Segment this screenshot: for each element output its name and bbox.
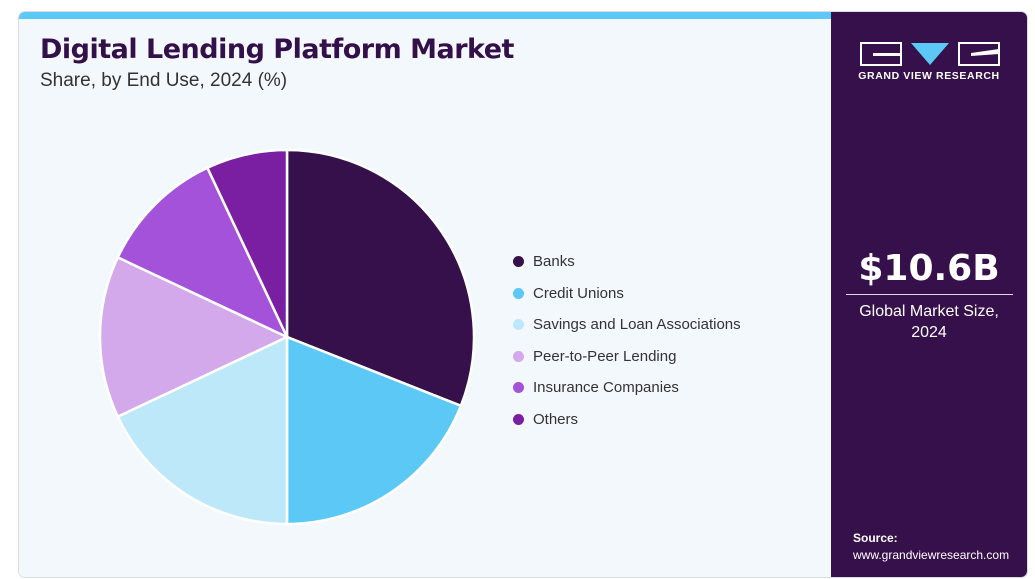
legend-swatch (513, 287, 524, 299)
legend-item: Others (513, 404, 741, 436)
divider (846, 294, 1013, 295)
legend-label: Credit Unions (533, 284, 624, 302)
source-label: Source: (853, 531, 898, 545)
pie-slice-others (205, 148, 289, 338)
legend-label: Banks (533, 253, 575, 271)
legend-item: Savings and Loan Associations (513, 309, 741, 341)
legend-item: Peer-to-Peer Lending (513, 341, 741, 373)
legend-swatch (513, 413, 524, 425)
brand-name: GRAND VIEW RESEARCH (858, 70, 1000, 82)
legend-swatch (513, 319, 524, 331)
pie-slice-insurance-companies (116, 166, 290, 340)
accent-bar (19, 12, 831, 19)
info-sidebar: GRAND VIEW RESEARCH $10.6B Global Market… (831, 12, 1027, 577)
source-url: www.grandviewresearch.com (853, 548, 1010, 562)
legend-swatch (513, 256, 524, 268)
legend-swatch (513, 350, 524, 362)
report-card: Digital Lending Platform Market Share, b… (19, 12, 1027, 577)
pie-chart (98, 148, 476, 526)
legend-item: Banks (513, 246, 741, 278)
pie-slice-banks (285, 148, 476, 408)
market-size-value: $10.6B (858, 248, 1000, 289)
legend-swatch (513, 382, 524, 394)
grand-view-research-logo (860, 42, 1000, 66)
legend-label: Savings and Loan Associations (533, 316, 741, 334)
legend-label: Insurance Companies (533, 379, 679, 397)
legend-item: Insurance Companies (513, 372, 741, 404)
market-size-label: Global Market Size, 2024 (859, 303, 999, 341)
pie-slice-peer-to-peer-lending (98, 255, 290, 419)
chart-legend: Banks Credit Unions Savings and Loan Assoc… (513, 246, 741, 435)
legend-item: Credit Unions (513, 278, 741, 310)
legend-label: Others (533, 410, 579, 428)
chart-subtitle: Share, by End Use, 2024 (%) (40, 70, 288, 91)
chart-title: Digital Lending Platform Market (40, 34, 514, 65)
pie-slice-savings-and-loan-associations (116, 335, 289, 526)
legend-label: Peer-to-Peer Lending (533, 347, 677, 365)
pie-slice-credit-unions (285, 335, 463, 526)
chart-panel: Digital Lending Platform Market Share, b… (19, 12, 831, 577)
